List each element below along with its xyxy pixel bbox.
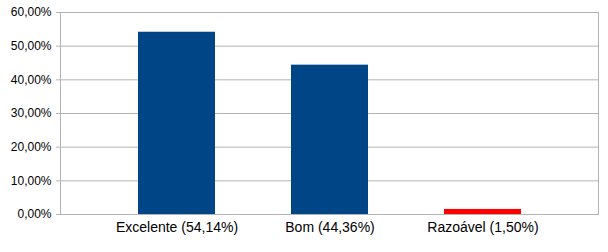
svg-text:60,00%: 60,00% [11,5,52,19]
svg-text:0,00%: 0,00% [17,207,51,221]
svg-text:50,00%: 50,00% [11,39,52,53]
svg-text:20,00%: 20,00% [11,140,52,154]
svg-text:Excelente (54,14%): Excelente (54,14%) [116,219,238,235]
svg-text:10,00%: 10,00% [11,174,52,188]
svg-text:30,00%: 30,00% [11,106,52,120]
svg-text:40,00%: 40,00% [11,73,52,87]
svg-text:Bom (44,36%): Bom (44,36%) [285,219,374,235]
svg-text:Razoável (1,50%): Razoável (1,50%) [427,219,538,235]
